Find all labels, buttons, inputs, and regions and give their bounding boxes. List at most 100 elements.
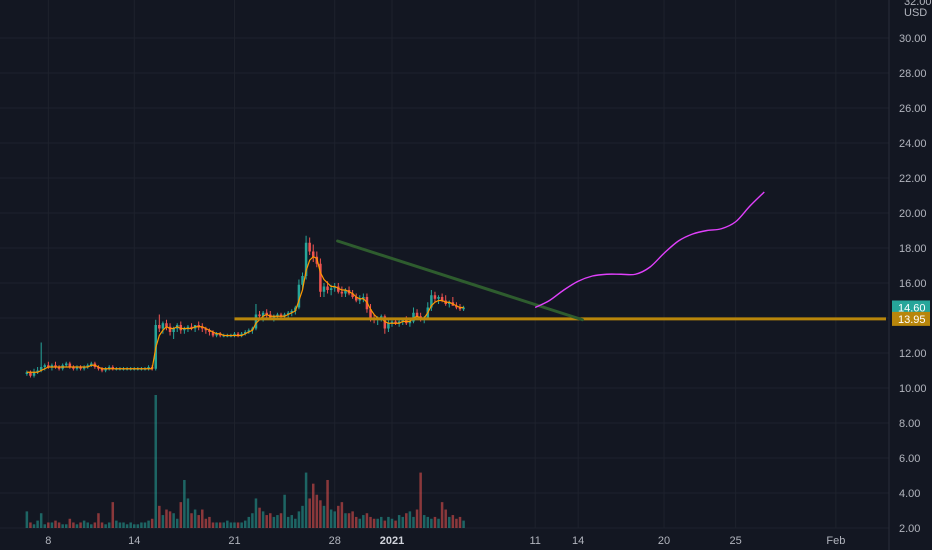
x-tick-label: 20 [658, 535, 670, 547]
volume-bar [240, 522, 243, 528]
volume-bar [204, 518, 208, 528]
volume-bar [365, 513, 369, 528]
candle-body [72, 367, 75, 369]
candle-body [211, 332, 215, 336]
y-tick-label: 18.00 [899, 243, 927, 255]
volume-bar [401, 516, 404, 528]
volume-bar [190, 513, 193, 528]
volume-bar [419, 472, 422, 528]
volume-bar [297, 511, 301, 528]
candle-body [243, 332, 247, 334]
price-tag-label: 13.95 [898, 314, 926, 326]
volume-bar [329, 509, 333, 528]
candle-body [308, 242, 311, 252]
volume-bar [165, 509, 168, 528]
volume-bar [286, 516, 290, 528]
volume-bar [236, 522, 240, 528]
volume-bar [380, 516, 383, 528]
volume-bar [362, 515, 365, 528]
volume-bar [93, 522, 97, 528]
candle-body [283, 314, 286, 317]
y-tick-label: 4.00 [899, 488, 920, 500]
projection-curve[interactable] [534, 191, 765, 309]
volume-bar [383, 520, 387, 528]
volume-bar [437, 518, 440, 528]
candle-body [197, 325, 200, 327]
candle-body [448, 302, 451, 304]
volume-bar [462, 520, 465, 528]
candle-body [290, 311, 294, 313]
candle-body [437, 297, 440, 299]
volume-bar [43, 524, 47, 528]
volume-bar [311, 483, 315, 528]
candle-body [319, 263, 322, 292]
volume-bar [129, 522, 132, 528]
volume-bar [458, 516, 462, 528]
y-tick-label: 12.00 [899, 348, 927, 360]
volume-bar [32, 524, 36, 528]
candle-body [326, 286, 329, 290]
y-tick-label: 10.00 [899, 383, 927, 395]
candle-body [54, 365, 57, 367]
candle-body [104, 368, 107, 371]
candle-body [333, 286, 336, 289]
candle-body [354, 297, 358, 301]
candle-body [107, 367, 111, 369]
volume-bar [405, 513, 408, 528]
volume-bar [86, 522, 89, 528]
volume-bar [82, 520, 86, 528]
candle-body [165, 323, 168, 327]
candle-body [161, 323, 165, 329]
candle-body [240, 333, 243, 336]
volume-bar [175, 518, 179, 528]
volume-bar [201, 509, 204, 528]
volume-bar [233, 522, 236, 528]
volume-bar [415, 509, 419, 528]
volume-bar [448, 516, 451, 528]
candle-body [415, 312, 419, 317]
volume-bar [118, 522, 122, 528]
volume-bar [115, 520, 118, 528]
candle-body [47, 365, 50, 367]
volume-bar [251, 513, 254, 528]
y-tick-label: 2.00 [899, 523, 920, 535]
volume-bar [354, 516, 358, 528]
volume-bar [372, 518, 376, 528]
candle-body [279, 314, 283, 317]
candle-body [215, 333, 218, 336]
volume-bar [258, 507, 261, 528]
volume-bar [161, 515, 165, 528]
candle-body [75, 367, 79, 369]
volume-bar [64, 524, 68, 528]
candle-body [455, 305, 458, 308]
x-tick-label: 11 [529, 535, 540, 547]
x-tick-label: 8 [45, 535, 51, 547]
volume-bar [104, 524, 107, 528]
candle-body [462, 307, 465, 310]
volume-bar [369, 516, 372, 528]
volume-bar [422, 515, 426, 528]
candle-body [147, 367, 150, 369]
candle-body [79, 367, 82, 369]
volume-bar [290, 515, 294, 528]
trend-line[interactable] [336, 239, 584, 322]
volume-bar [150, 518, 154, 528]
volume-bar [36, 520, 39, 528]
volume-bar [75, 524, 79, 528]
volume-bar [79, 522, 82, 528]
candle-body [276, 314, 279, 317]
volume-bar [158, 505, 161, 528]
volume-bar [444, 509, 447, 528]
volume-bar [351, 511, 354, 528]
candle-body [183, 328, 186, 331]
volume-bar [193, 509, 197, 528]
volume-bar [261, 511, 265, 528]
time-axis[interactable]: 8 14 21 28 2021 11 14 20 25 Feb [45, 535, 845, 547]
price-tag-label: 14.60 [898, 303, 926, 315]
candle-body [208, 330, 211, 332]
candle-body [286, 312, 290, 315]
candle-body [218, 333, 222, 336]
volume-bar [215, 522, 218, 528]
